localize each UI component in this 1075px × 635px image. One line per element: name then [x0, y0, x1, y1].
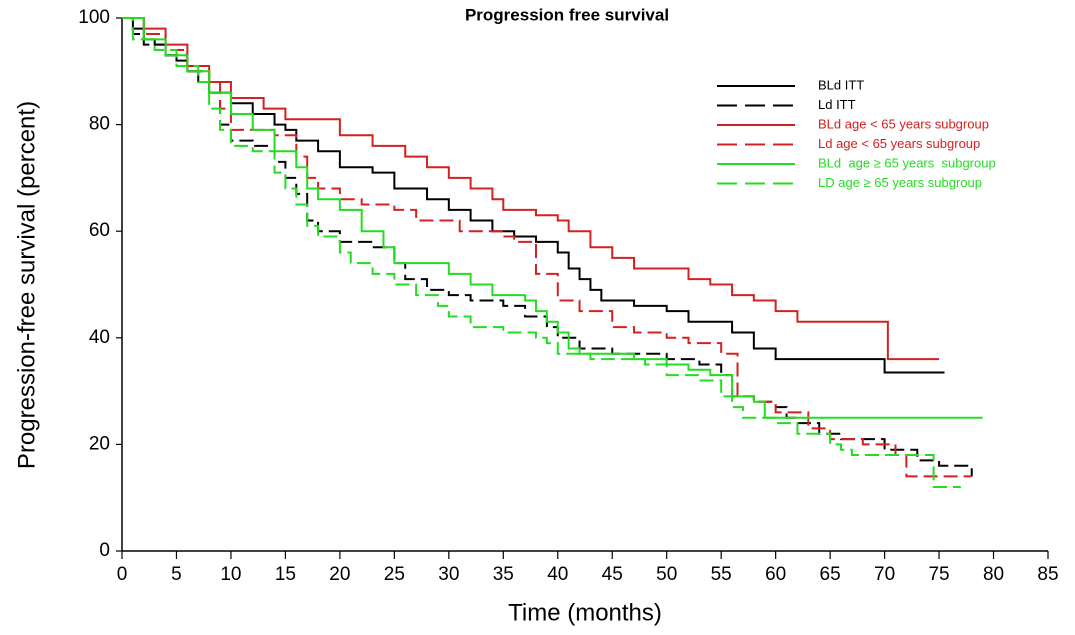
y-tick-label: 20: [89, 433, 110, 454]
x-tick-label: 70: [874, 564, 895, 585]
x-tick-label: 20: [329, 564, 350, 585]
legend-label: BLd age < 65 years subgroup: [818, 116, 989, 131]
survival-line: [122, 17, 983, 419]
x-tick-label: 80: [983, 564, 1004, 585]
x-tick-label: 60: [765, 564, 786, 585]
x-tick-label: 35: [493, 564, 514, 585]
y-tick-label: 100: [78, 7, 110, 28]
x-tick-label: 30: [438, 564, 459, 585]
x-tick-label: 50: [656, 564, 677, 585]
x-tick-label: 15: [275, 564, 296, 585]
legend-label: Ld ITT: [818, 97, 856, 112]
chart-title: Progression free survival: [465, 5, 669, 24]
x-tick-label: 45: [602, 564, 623, 585]
x-tick-label: 85: [1037, 564, 1058, 585]
x-tick-label: 25: [384, 564, 405, 585]
y-axis-label: Progression-free survival (percent): [13, 101, 40, 469]
x-tick-label: 75: [928, 564, 949, 585]
x-tick-label: 55: [711, 564, 732, 585]
legend-label: BLd ITT: [818, 77, 864, 92]
survival-line: [122, 17, 940, 361]
survival-line: [122, 17, 945, 374]
legend-label: LD age ≥ 65 years subgroup: [818, 175, 982, 190]
y-tick-label: 80: [89, 114, 110, 135]
legend-label: Ld age < 65 years subgroup: [818, 136, 980, 151]
y-tick-label: 40: [89, 327, 110, 348]
x-tick-label: 65: [820, 564, 841, 585]
survival-line: [122, 17, 961, 489]
x-tick-label: 40: [547, 564, 568, 585]
x-axis-label: Time (months): [508, 599, 662, 626]
legend-label: BLd age ≥ 65 years subgroup: [818, 155, 996, 170]
x-tick-label: 0: [117, 564, 128, 585]
y-tick-label: 0: [99, 540, 110, 561]
y-tick-label: 60: [89, 220, 110, 241]
x-tick-label: 10: [220, 564, 241, 585]
x-tick-label: 5: [171, 564, 182, 585]
